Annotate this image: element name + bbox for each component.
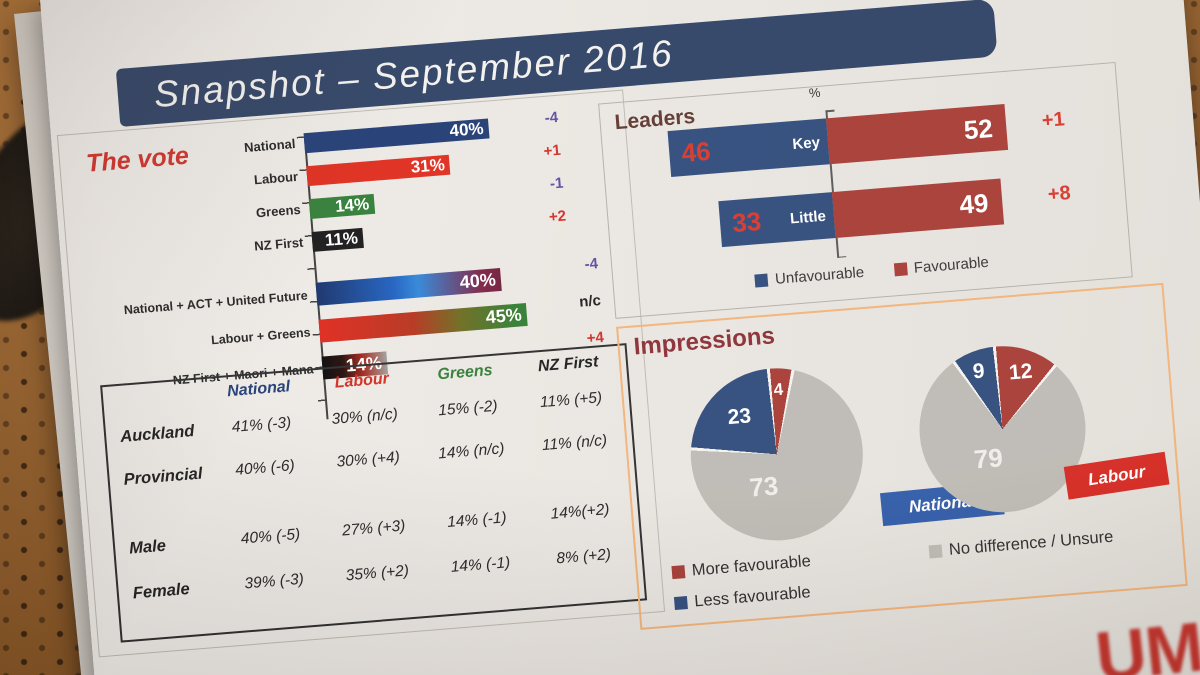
row-label: Provincial bbox=[123, 464, 204, 489]
unfavourable-value: 46 bbox=[680, 135, 712, 168]
table-cell: 30% (n/c) bbox=[330, 405, 399, 428]
change-value: +1 bbox=[542, 141, 562, 161]
change-value: +8 bbox=[1046, 182, 1072, 206]
table-cell: 14% (-1) bbox=[450, 554, 511, 576]
more-favourable-value: 12 bbox=[1008, 359, 1034, 385]
change-value: -4 bbox=[583, 255, 599, 274]
legend-label: Unfavourable bbox=[774, 263, 865, 288]
nzfirst-bar: 11% bbox=[311, 227, 364, 252]
table-cell: 41% (-3) bbox=[231, 414, 292, 436]
key-favourable-bar: 52 bbox=[826, 103, 1009, 165]
col-header-national: National bbox=[226, 378, 291, 401]
favourable-swatch bbox=[893, 262, 908, 277]
less-favourable-value: 23 bbox=[726, 404, 752, 430]
favourable-value: 49 bbox=[958, 187, 990, 220]
no-difference-swatch bbox=[928, 544, 943, 559]
impressions-heading: Impressions bbox=[632, 322, 776, 361]
col-header-greens: Greens bbox=[436, 361, 494, 384]
table-cell: 35% (+2) bbox=[345, 562, 410, 585]
table-cell: 14% (-1) bbox=[446, 509, 508, 531]
greens-bar: 14% bbox=[308, 193, 375, 219]
row-label: Auckland bbox=[119, 422, 196, 446]
change-value: n/c bbox=[578, 292, 602, 311]
vote-panel: The vote National 40% -4 Labour 31% +1 G… bbox=[56, 89, 666, 658]
little-favourable-bar: 49 bbox=[831, 178, 1005, 238]
row-label: Male bbox=[128, 536, 167, 558]
col-header-nzfirst: NZ First bbox=[537, 353, 599, 376]
labour-bar: 31% bbox=[306, 154, 451, 186]
impressions-panel: Impressions 4 23 73 National 12 9 79 Lab… bbox=[616, 282, 1188, 630]
empty-corner-cell bbox=[109, 385, 207, 393]
more-favourable-swatch bbox=[671, 565, 686, 580]
change-value: -4 bbox=[544, 108, 559, 127]
table-cell: 11% (+5) bbox=[539, 389, 603, 412]
change-value: +1 bbox=[1041, 108, 1066, 133]
legend-label: Less favourable bbox=[693, 583, 812, 611]
legend-label: More favourable bbox=[691, 552, 812, 580]
unfavourable-value: 33 bbox=[731, 205, 763, 238]
table-cell: 8% (+2) bbox=[555, 546, 612, 568]
legend-item-unfavourable: Unfavourable bbox=[754, 263, 865, 290]
umr-logo: UMR bbox=[1092, 602, 1200, 675]
legend-item-favourable: Favourable bbox=[893, 254, 989, 279]
change-value: +2 bbox=[548, 207, 567, 226]
impressions-legend: More favourable No difference / Unsure L… bbox=[671, 523, 1177, 625]
little-unfavourable-bar: 33 Little bbox=[718, 192, 836, 248]
leader-row-little: 33 Little 49 +8 bbox=[608, 169, 1127, 256]
no-difference-value: 73 bbox=[748, 470, 780, 503]
percent-axis-label: % bbox=[808, 84, 822, 101]
table-cell: 15% (-2) bbox=[437, 397, 499, 420]
favourable-value: 52 bbox=[962, 112, 994, 145]
col-header-labour: Labour bbox=[334, 370, 390, 392]
table-cell: 27% (+3) bbox=[341, 517, 406, 540]
less-favourable-swatch bbox=[673, 596, 688, 611]
row-label: Female bbox=[132, 579, 191, 603]
no-difference-value: 79 bbox=[972, 442, 1004, 475]
table-cell: 39% (-3) bbox=[243, 570, 305, 593]
table-cell: 11% (n/c) bbox=[541, 431, 608, 455]
leader-name: Key bbox=[791, 133, 821, 153]
table-cell: 14%(+2) bbox=[549, 500, 611, 523]
national-impressions-pie: 4 23 73 bbox=[684, 361, 870, 547]
table-cell: 40% (-5) bbox=[240, 525, 301, 548]
table-row-female: Female 39% (-3) 35% (+2) 14% (-1) 8% (+2… bbox=[124, 544, 636, 604]
table-cell: 30% (+4) bbox=[335, 448, 401, 471]
legend-label: Favourable bbox=[913, 253, 990, 277]
demographics-table: National Labour Greens NZ First Auckland… bbox=[100, 343, 648, 643]
table-cell: 14% (n/c) bbox=[437, 440, 506, 463]
paper-page: Snapshot – September 2016 The vote Natio… bbox=[40, 0, 1200, 675]
unfavourable-swatch bbox=[754, 273, 769, 288]
legend-label: No difference / Unsure bbox=[948, 527, 1115, 559]
leader-name: Little bbox=[789, 207, 827, 228]
more-favourable-value: 4 bbox=[772, 379, 784, 400]
leaders-panel: Leaders % 46 Key 52 +1 33 Little bbox=[598, 61, 1133, 319]
change-value: -1 bbox=[549, 174, 565, 193]
table-cell: 40% (-6) bbox=[234, 457, 296, 479]
legend-item-no-difference: No difference / Unsure bbox=[928, 528, 1114, 562]
less-favourable-value: 9 bbox=[971, 359, 986, 384]
legend-item-less-favourable: Less favourable bbox=[673, 573, 933, 613]
